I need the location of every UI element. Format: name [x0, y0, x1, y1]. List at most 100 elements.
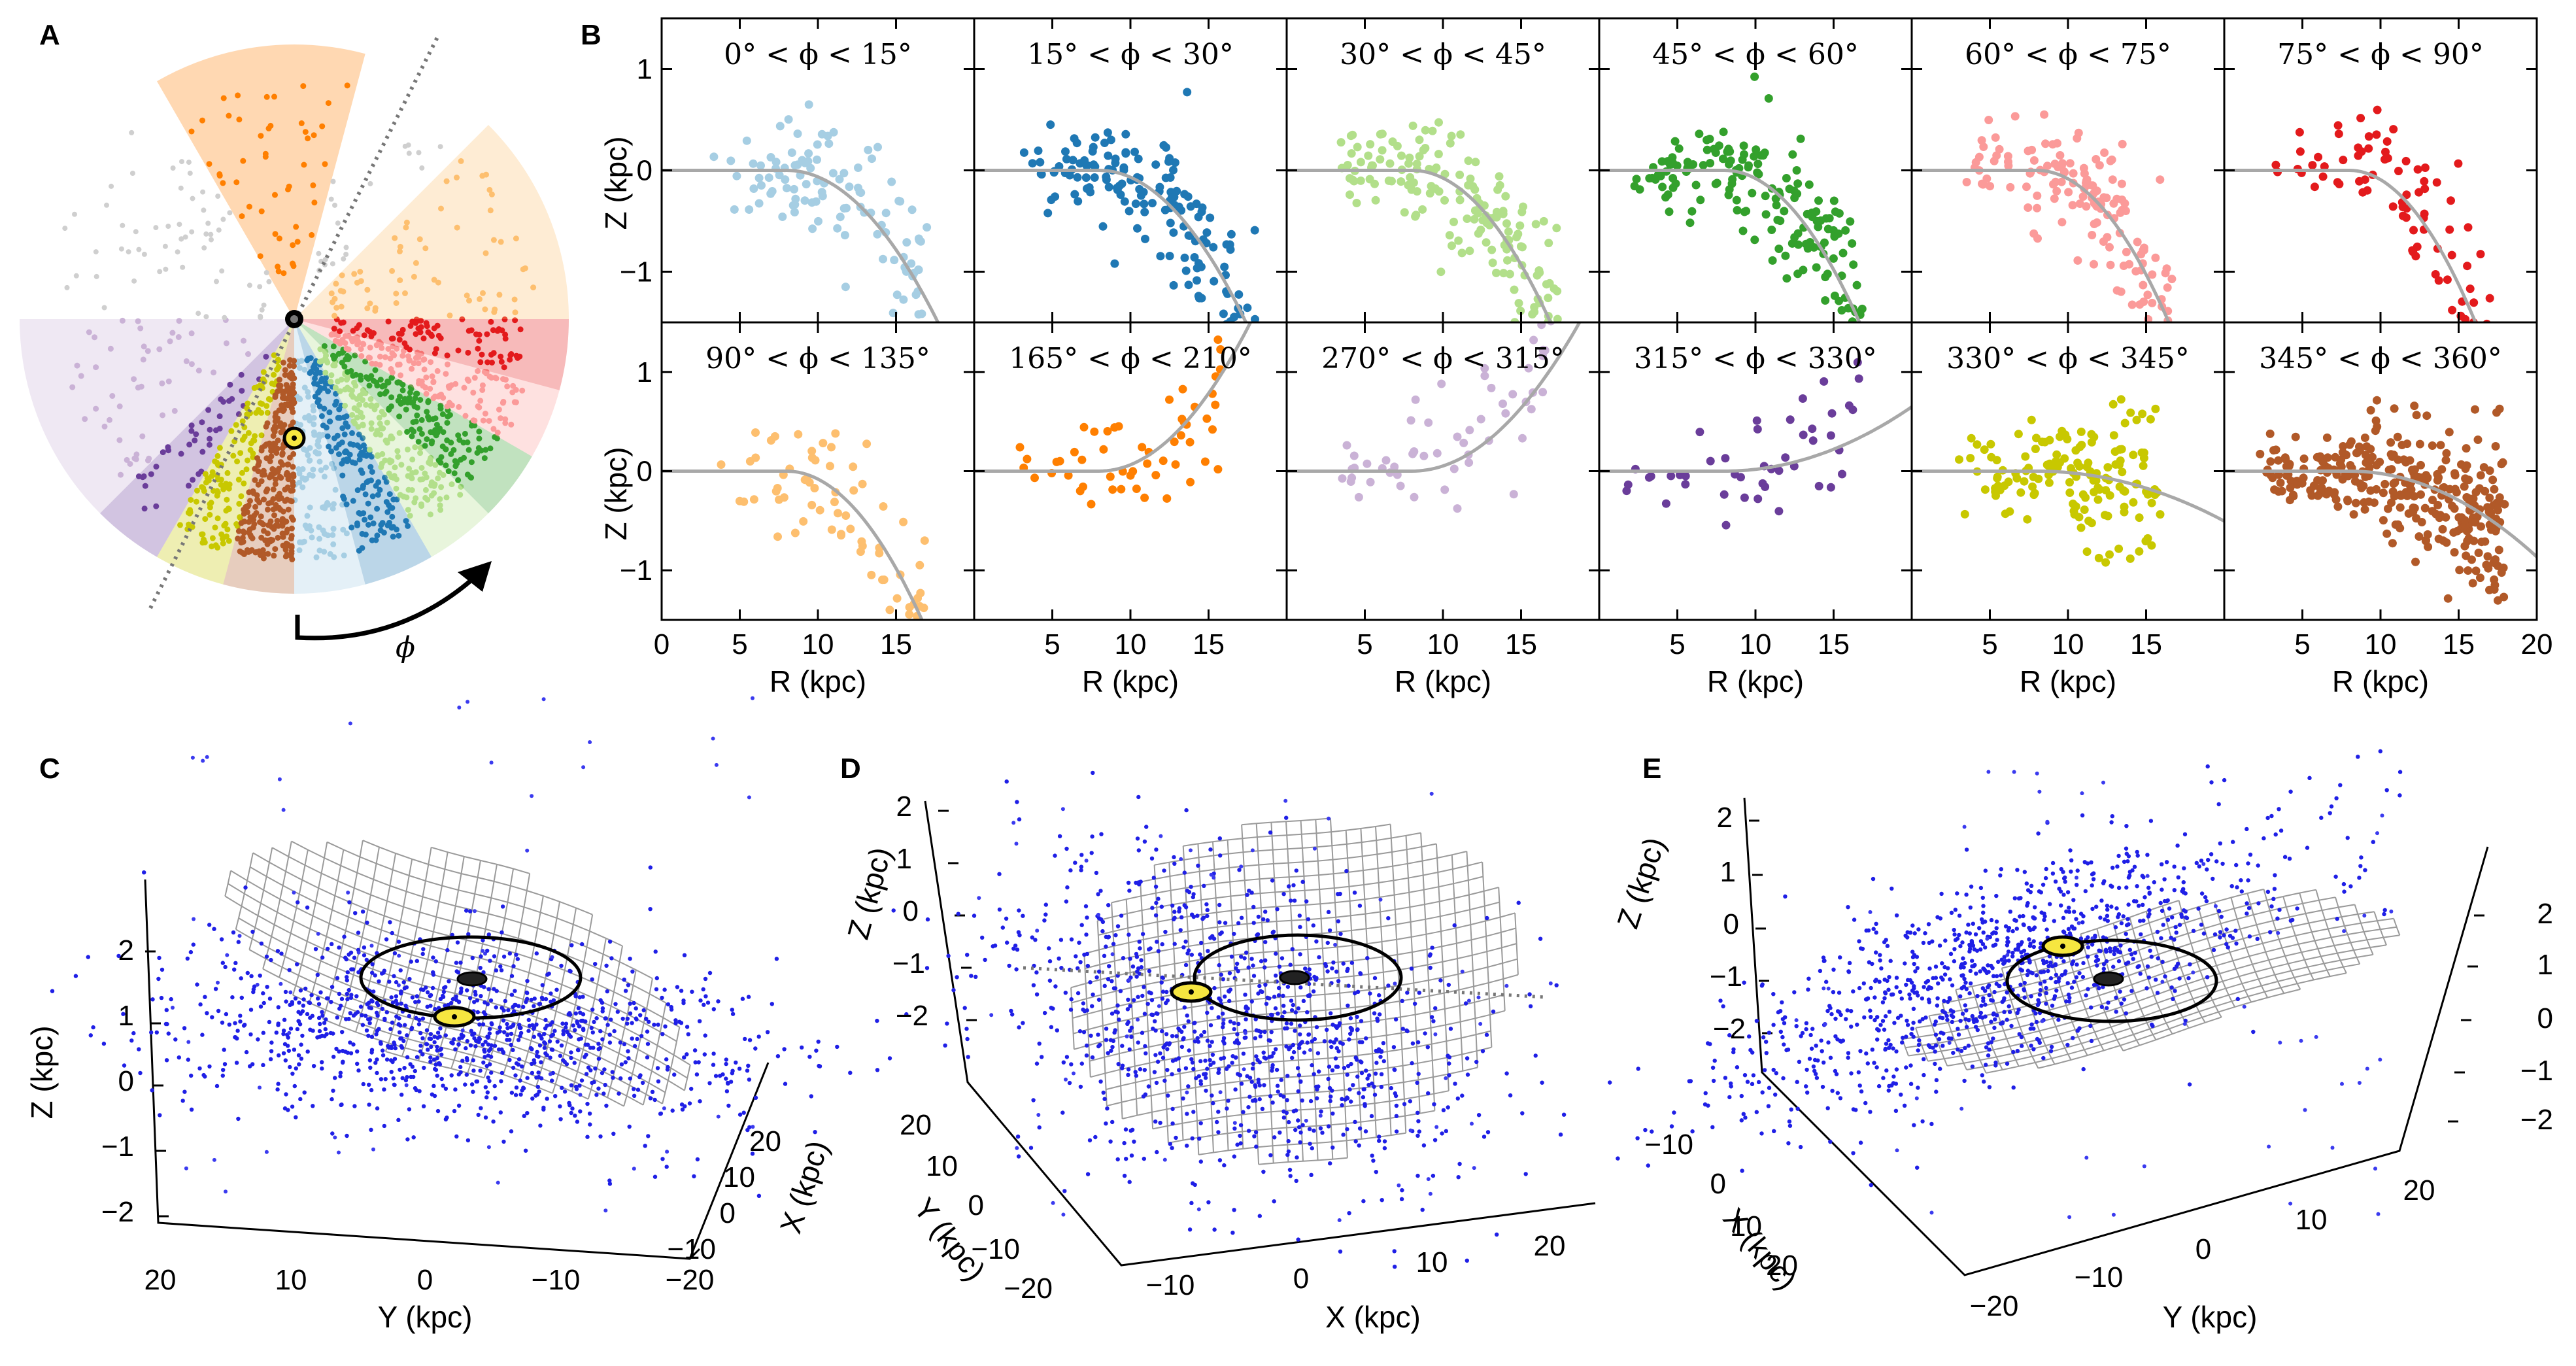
data-point [2379, 516, 2388, 525]
star-point [1372, 1084, 1376, 1089]
sector-star [508, 351, 515, 357]
star-point [390, 1020, 395, 1025]
sector-star [396, 379, 403, 386]
data-point [2265, 429, 2275, 438]
warp-mesh-line [292, 842, 328, 996]
star-point [951, 988, 956, 993]
sector-star [348, 392, 355, 398]
data-point [857, 537, 866, 546]
data-point [1805, 180, 1814, 189]
sector-star [371, 406, 378, 413]
data-point [1501, 409, 1510, 418]
star-point [1260, 1106, 1265, 1112]
star-point [1353, 1139, 1358, 1144]
star-point [1179, 1044, 1185, 1050]
x-tick-label: −10 [1146, 1269, 1195, 1301]
star-point [345, 970, 350, 975]
star-point [185, 956, 190, 961]
star-point [342, 934, 347, 939]
sector-star [259, 401, 265, 407]
star-point [1428, 965, 1432, 970]
star-point [632, 1044, 637, 1049]
star-point [350, 967, 356, 972]
star-point [1298, 985, 1303, 990]
data-point [2082, 547, 2092, 556]
sector-star [192, 437, 198, 444]
data-point [2469, 298, 2479, 307]
outlier-star [496, 1180, 500, 1185]
data-point [1169, 281, 1178, 290]
sector-star [461, 454, 467, 461]
panel-a-polar-map [20, 35, 569, 609]
sector-star [318, 467, 324, 473]
sector-star [366, 447, 373, 453]
sector-star [260, 376, 266, 383]
unassigned-star [120, 222, 126, 228]
star-point [619, 1062, 624, 1067]
star-point [488, 1062, 492, 1067]
data-point [830, 498, 839, 507]
sector-star [226, 112, 232, 119]
star-point [256, 1037, 260, 1042]
data-point [2001, 509, 2010, 519]
sector-star [258, 133, 264, 139]
data-point [1363, 459, 1372, 468]
star-point [594, 1093, 599, 1097]
data-point [2415, 532, 2424, 541]
sector-star [310, 182, 316, 188]
star-point [558, 1117, 563, 1121]
star-point [403, 1003, 408, 1008]
data-point [1169, 165, 1178, 175]
data-point [1454, 236, 1463, 245]
sector-star [320, 527, 326, 534]
data-point [806, 163, 815, 173]
z-tick-label: 0 [118, 1065, 134, 1097]
data-point [770, 432, 779, 441]
sector-star [480, 290, 486, 296]
star-point [1204, 902, 1209, 907]
data-point [2474, 549, 2483, 557]
sector-star [423, 320, 430, 326]
sector-star [325, 502, 331, 508]
data-point [1408, 121, 1417, 130]
star-point [1230, 1231, 1235, 1235]
sector-star [414, 349, 420, 356]
star-point [529, 997, 534, 1002]
star-point [705, 1000, 711, 1005]
star-point [1291, 1002, 1296, 1008]
outlier-star [171, 1006, 175, 1010]
star-point [1491, 1009, 1496, 1014]
warp-model-curve [662, 169, 940, 322]
data-point [1465, 247, 1474, 256]
star-point [182, 1089, 187, 1094]
star-point [481, 938, 485, 943]
star-point [269, 1040, 274, 1045]
star-point [956, 912, 960, 916]
data-point [1106, 472, 1115, 481]
sector-star [271, 512, 277, 519]
unassigned-star [136, 247, 142, 252]
sector-star [211, 369, 217, 376]
star-point [503, 999, 507, 1004]
data-point [1140, 199, 1149, 209]
star-point [345, 1050, 350, 1055]
star-point [536, 1054, 541, 1059]
star-point [518, 1092, 523, 1097]
data-point [2114, 544, 2124, 553]
z-tick-label: 1 [896, 843, 912, 875]
sector-star [212, 524, 218, 531]
star-point [609, 956, 614, 961]
star-point [1015, 1135, 1021, 1139]
star-point [509, 1129, 514, 1134]
star-point [724, 1089, 730, 1094]
star-point [579, 1018, 584, 1023]
star-point [360, 1013, 364, 1017]
data-point [2360, 434, 2369, 442]
star-point [511, 1065, 516, 1070]
data-point [899, 295, 908, 304]
sector-star [263, 455, 270, 462]
data-point [2076, 427, 2086, 436]
data-point [1499, 269, 1508, 278]
star-point [567, 1033, 571, 1037]
sector-star [458, 158, 464, 164]
